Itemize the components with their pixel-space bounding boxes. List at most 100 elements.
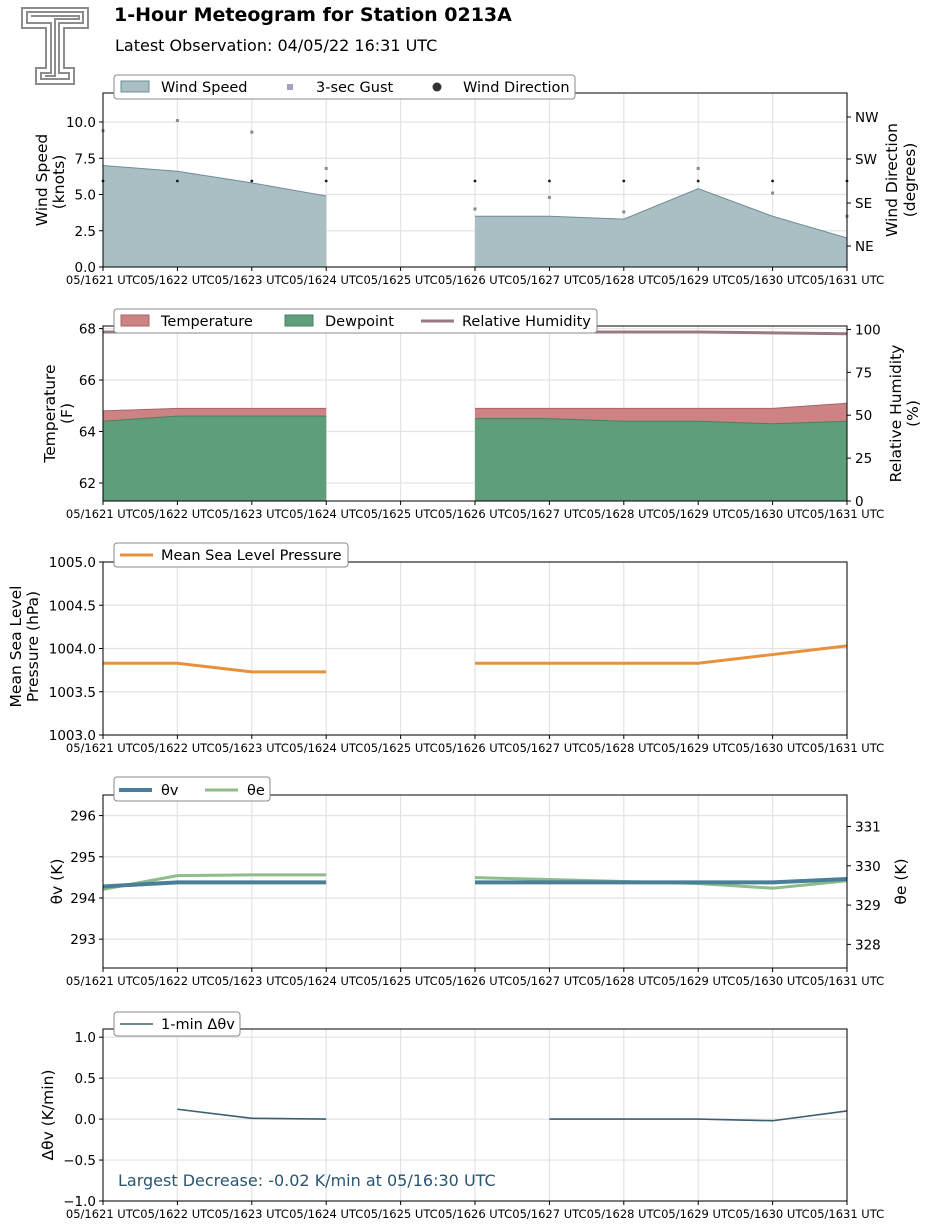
x-tick-label: 05/1621 UTC	[66, 273, 140, 287]
dewpoint-line	[102, 415, 327, 422]
y-tick-label: 0.0	[75, 260, 96, 276]
y-axis-label-unit: (F)	[58, 403, 76, 424]
y2-axis-label: θe (K)	[892, 858, 910, 904]
x-tick-label: 05/1622 UTC	[140, 1207, 214, 1221]
x-tick-label: 05/1621 UTC	[66, 974, 140, 988]
legend-label: Dewpoint	[325, 314, 394, 330]
theta-v-line	[475, 877, 848, 885]
wind-direction-point	[696, 179, 700, 183]
x-tick-label: 05/1629 UTC	[661, 1207, 735, 1221]
y2-tick-label: 0	[855, 494, 864, 510]
wind-direction-point	[176, 179, 179, 183]
wind-direction-point	[473, 179, 477, 183]
y-tick-label: 0.5	[75, 1071, 96, 1087]
wind-direction-point	[771, 179, 774, 183]
gust-point	[696, 166, 700, 170]
y-axis-label-unit-line: Pressure (hPa)	[24, 591, 42, 702]
x-tick-label: 05/1629 UTC	[661, 741, 735, 755]
delta-theta-line	[177, 1108, 327, 1120]
y-axis-label-line: Wind Speed	[33, 134, 51, 226]
x-tick-label: 05/1629 UTC	[661, 974, 735, 988]
legend-label: Temperature	[160, 314, 253, 330]
y2-axis-label-unit: (%)	[904, 400, 922, 427]
x-tick-label: 05/1622 UTC	[140, 507, 214, 521]
x-tick-label: 05/1621 UTC	[66, 741, 140, 755]
x-tick-label: 05/1630 UTC	[735, 974, 809, 988]
y2-tick-label: 328	[855, 937, 881, 953]
x-tick-label: 05/1625 UTC	[363, 974, 437, 988]
dewpoint-line	[475, 418, 848, 425]
x-tick-label: 05/1623 UTC	[215, 273, 289, 287]
x-tick-label: 05/1622 UTC	[140, 974, 214, 988]
y2-axis-label-unit: (degrees)	[901, 143, 919, 218]
x-tick-label: 05/1631 UTC	[810, 1207, 884, 1221]
texas-tech-double-t-logo-icon	[21, 7, 89, 85]
y-axis-label-line: θv (K)	[48, 859, 66, 905]
largest-decrease-annotation: Largest Decrease: -0.02 K/min at 05/16:3…	[118, 1171, 496, 1190]
x-tick-label: 05/1630 UTC	[735, 1207, 809, 1221]
y2-axis-label-unit-line: (degrees)	[901, 143, 919, 218]
x-tick-label: 05/1626 UTC	[438, 974, 512, 988]
dewpoint-area	[475, 418, 847, 501]
x-tick-label: 05/1622 UTC	[140, 273, 214, 287]
x-tick-label: 05/1631 UTC	[810, 741, 884, 755]
legend-box	[113, 776, 271, 802]
x-tick-label: 05/1624 UTC	[289, 507, 363, 521]
y-axis-label: Wind Speed	[33, 134, 51, 226]
x-tick-label: 05/1622 UTC	[140, 741, 214, 755]
x-tick-label: 05/1628 UTC	[587, 974, 661, 988]
y-tick-label: 296	[70, 809, 96, 825]
x-tick-label: 05/1631 UTC	[810, 507, 884, 521]
x-tick-label: 05/1628 UTC	[587, 507, 661, 521]
x-tick-label: 05/1628 UTC	[587, 273, 661, 287]
legend-label: Mean Sea Level Pressure	[161, 548, 342, 564]
legend-label: 1-min Δθv	[161, 1017, 235, 1033]
legend-label: 3-sec Gust	[316, 80, 393, 96]
x-tick-label: 05/1630 UTC	[735, 507, 809, 521]
y2-tick-label: 25	[855, 451, 872, 467]
legend-label: Wind Speed	[161, 80, 248, 96]
y-tick-label: 7.5	[75, 151, 96, 167]
legend-swatch-gust	[287, 84, 293, 90]
x-tick-label: 05/1626 UTC	[438, 507, 512, 521]
gust-point	[771, 191, 775, 195]
y2-tick-label: SW	[855, 152, 877, 168]
y-tick-label: 1003.0	[49, 728, 96, 744]
y-axis-label-line: Temperature	[41, 364, 59, 463]
x-tick-label: 05/1627 UTC	[512, 507, 586, 521]
y-axis-label: Mean Sea Level	[7, 586, 25, 708]
temperature-line	[102, 407, 327, 412]
x-tick-label: 05/1627 UTC	[512, 1207, 586, 1221]
gust-point	[622, 210, 626, 214]
y-tick-label: 294	[70, 891, 96, 907]
x-tick-label: 05/1623 UTC	[215, 741, 289, 755]
x-tick-label: 05/1624 UTC	[289, 974, 363, 988]
x-tick-label: 05/1625 UTC	[363, 273, 437, 287]
y-axis-label-line: Δθv (K/min)	[39, 1070, 57, 1161]
legend-label: Wind Direction	[463, 80, 570, 96]
x-tick-label: 05/1623 UTC	[215, 1207, 289, 1221]
y2-axis-label-unit-line: (%)	[904, 400, 922, 427]
gust-point	[547, 195, 551, 199]
y2-tick-label: 330	[855, 859, 881, 875]
x-tick-label: 05/1628 UTC	[587, 741, 661, 755]
y-tick-label: 1004.5	[49, 598, 96, 614]
legend-swatch-temperature	[120, 314, 150, 327]
wind-speed-line	[475, 188, 848, 239]
legend-box	[113, 74, 576, 100]
x-tick-label: 05/1626 UTC	[438, 1207, 512, 1221]
x-tick-label: 05/1625 UTC	[363, 741, 437, 755]
y-axis-label-line: Mean Sea Level	[7, 586, 25, 708]
x-tick-label: 05/1621 UTC	[66, 507, 140, 521]
x-tick-label: 05/1629 UTC	[661, 507, 735, 521]
y2-axis-label-line: θe (K)	[892, 858, 910, 904]
y2-tick-label: 100	[855, 322, 881, 338]
y-tick-label: 1.0	[75, 1030, 96, 1046]
y-tick-label: 5.0	[75, 188, 96, 204]
legend-box	[113, 542, 349, 568]
y2-tick-label: SE	[855, 196, 872, 212]
y-axis-label: θv (K)	[48, 859, 66, 905]
y-tick-label: −0.5	[63, 1153, 96, 1169]
delta-theta-line	[549, 1110, 848, 1122]
y2-axis-label: Relative Humidity	[887, 345, 905, 483]
